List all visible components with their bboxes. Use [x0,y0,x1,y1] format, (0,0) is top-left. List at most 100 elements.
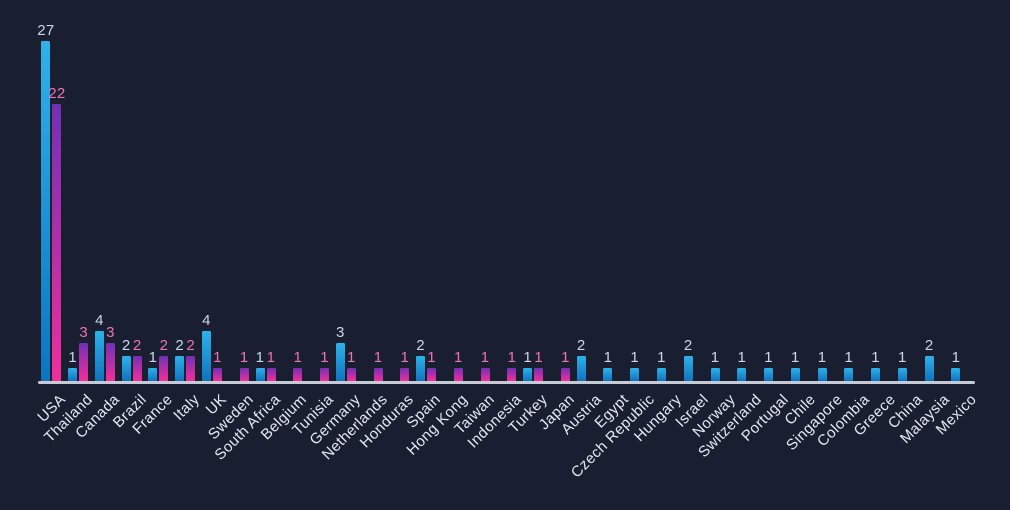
bar-blue-portugal[interactable]: 1 [764,350,774,381]
bar-pink-turkey[interactable]: 1 [534,350,544,381]
bar-pink-south-africa[interactable]: 1 [266,350,276,381]
bar-slot-blue: 4 [94,0,105,381]
bar-pink-germany[interactable]: 1 [346,350,356,381]
bar-blue-brazil[interactable]: 2 [121,338,131,381]
bar-pink-brazil[interactable]: 2 [132,338,142,381]
bar-pink-belgium[interactable]: 1 [293,350,303,381]
bar-pink-thailand[interactable]: 3 [79,325,89,381]
bar-pink-uk[interactable]: 1 [212,350,222,381]
bar-group-netherlands: 1 [359,0,386,381]
bar-blue-colombia[interactable]: 1 [844,350,854,381]
bar-pink-netherlands[interactable]: 1 [373,350,383,381]
bar-value-label: 1 [148,349,158,367]
x-tick-label-canada: Canada [72,391,123,442]
bar-blue-czech-republic[interactable]: 1 [630,350,640,381]
bar-group-chile: 1 [787,0,814,381]
bar-pink-honduras[interactable]: 1 [400,350,410,381]
bar-group-greece: 1 [868,0,895,381]
bar-pink-canada[interactable]: 3 [105,325,115,381]
x-tick-label-brazil: Brazil [109,391,150,432]
bar-slot-pink: 1 [453,0,464,381]
bar-pink-italy[interactable]: 2 [186,338,196,381]
x-axis-line [38,381,975,384]
bar-slot-pink [961,0,972,381]
bar-value-label: 2 [132,336,142,354]
bar-pink-hong-kong[interactable]: 1 [453,350,463,381]
bar-pink-taiwan[interactable]: 1 [480,350,490,381]
bar-group-usa: 27 22 [37,0,65,381]
bar-pink-sweden[interactable]: 1 [239,350,249,381]
bar-group-tunisia: 1 [306,0,333,381]
bar-blue-spain[interactable]: 2 [416,338,426,381]
x-tick-label-south-africa: South Africa [210,391,284,464]
x-tick-label-turkey: Turkey [505,391,552,437]
bar-blue-singapore[interactable]: 1 [817,350,827,381]
bar-group-malaysia: 2 [921,0,948,381]
bar-blue-turkey[interactable]: 1 [523,350,533,381]
bar-blue-south-africa[interactable]: 1 [255,350,265,381]
bar-pink-usa[interactable]: 22 [48,86,65,381]
bar-pink-japan[interactable]: 1 [560,350,570,381]
bar-value-label: 1 [534,349,543,367]
bar-slot-blue [281,0,292,381]
bar-value-label: 1 [817,349,827,367]
bar-slot-blue: 1 [790,0,801,381]
bar-blue-switzerland[interactable]: 1 [737,350,747,381]
bar-slot-blue: 1 [255,0,266,381]
bar-slot-pink [881,0,892,381]
bar-blue-egypt[interactable]: 1 [603,350,613,381]
bar-pink-spain[interactable]: 1 [427,350,437,381]
bar-blue-italy[interactable]: 2 [175,338,185,381]
bar-value-label: 1 [898,349,907,367]
bar-pink-france[interactable]: 2 [159,338,169,381]
bar-slot-pink [828,0,839,381]
bar-slot-blue: 1 [147,0,158,381]
x-tick-label-spain: Spain [403,391,445,432]
bar-pink-indonesia[interactable]: 1 [507,350,517,381]
bar-blue-greece[interactable]: 1 [871,350,881,381]
bar-blue-france[interactable]: 1 [148,350,158,381]
bar-group-taiwan: 1 [466,0,493,381]
bar-value-label: 22 [48,84,66,102]
bar-blue-mexico[interactable]: 1 [951,350,961,381]
bar-blue-uk[interactable]: 4 [201,313,211,381]
bar-value-label: 1 [871,349,880,367]
bar-pink-tunisia[interactable]: 1 [320,350,330,381]
bar-group-norway: 1 [707,0,734,381]
bar-slot-blue: 2 [174,0,185,381]
bar-slot-blue [362,0,373,381]
bar-blue-austria[interactable]: 2 [576,338,586,381]
bar-blue-thailand[interactable]: 1 [68,350,78,381]
bar-slot-pink: 2 [132,0,143,381]
bar-group-egypt: 1 [600,0,627,381]
bar-blue-germany[interactable]: 3 [335,325,345,381]
x-tick-label-switzerland: Switzerland [695,391,766,461]
bar-slot-pink [587,0,598,381]
bar-blue-israel[interactable]: 2 [683,338,693,381]
bar-blue-malaysia[interactable]: 2 [924,338,934,381]
bar-slot-blue: 1 [763,0,774,381]
bar-blue-chile[interactable]: 1 [790,350,800,381]
bar-value-label: 2 [416,336,425,354]
bar-value-label: 1 [68,349,77,367]
bar-slot-blue: 1 [817,0,828,381]
bar-slot-pink: 1 [399,0,410,381]
bar-value-label: 1 [400,349,410,367]
bar-blue-norway[interactable]: 1 [710,350,720,381]
x-tick-label-israel: Israel [672,391,712,431]
bar-slot-pink: 1 [533,0,544,381]
bar-blue-canada[interactable]: 4 [94,313,104,381]
bar-blue-hungary[interactable]: 1 [656,350,666,381]
bar-blue-china[interactable]: 1 [897,350,907,381]
bar-blue-usa[interactable]: 27 [37,23,54,381]
x-tick-label-hong-kong: Hong Kong [403,391,471,459]
bar-group-indonesia: 1 [493,0,520,381]
x-tick-label-belgium: Belgium [258,391,311,444]
bar-slot-blue [388,0,399,381]
bar-slot-pink [747,0,758,381]
x-tick-label-colombia: Colombia [813,391,873,451]
